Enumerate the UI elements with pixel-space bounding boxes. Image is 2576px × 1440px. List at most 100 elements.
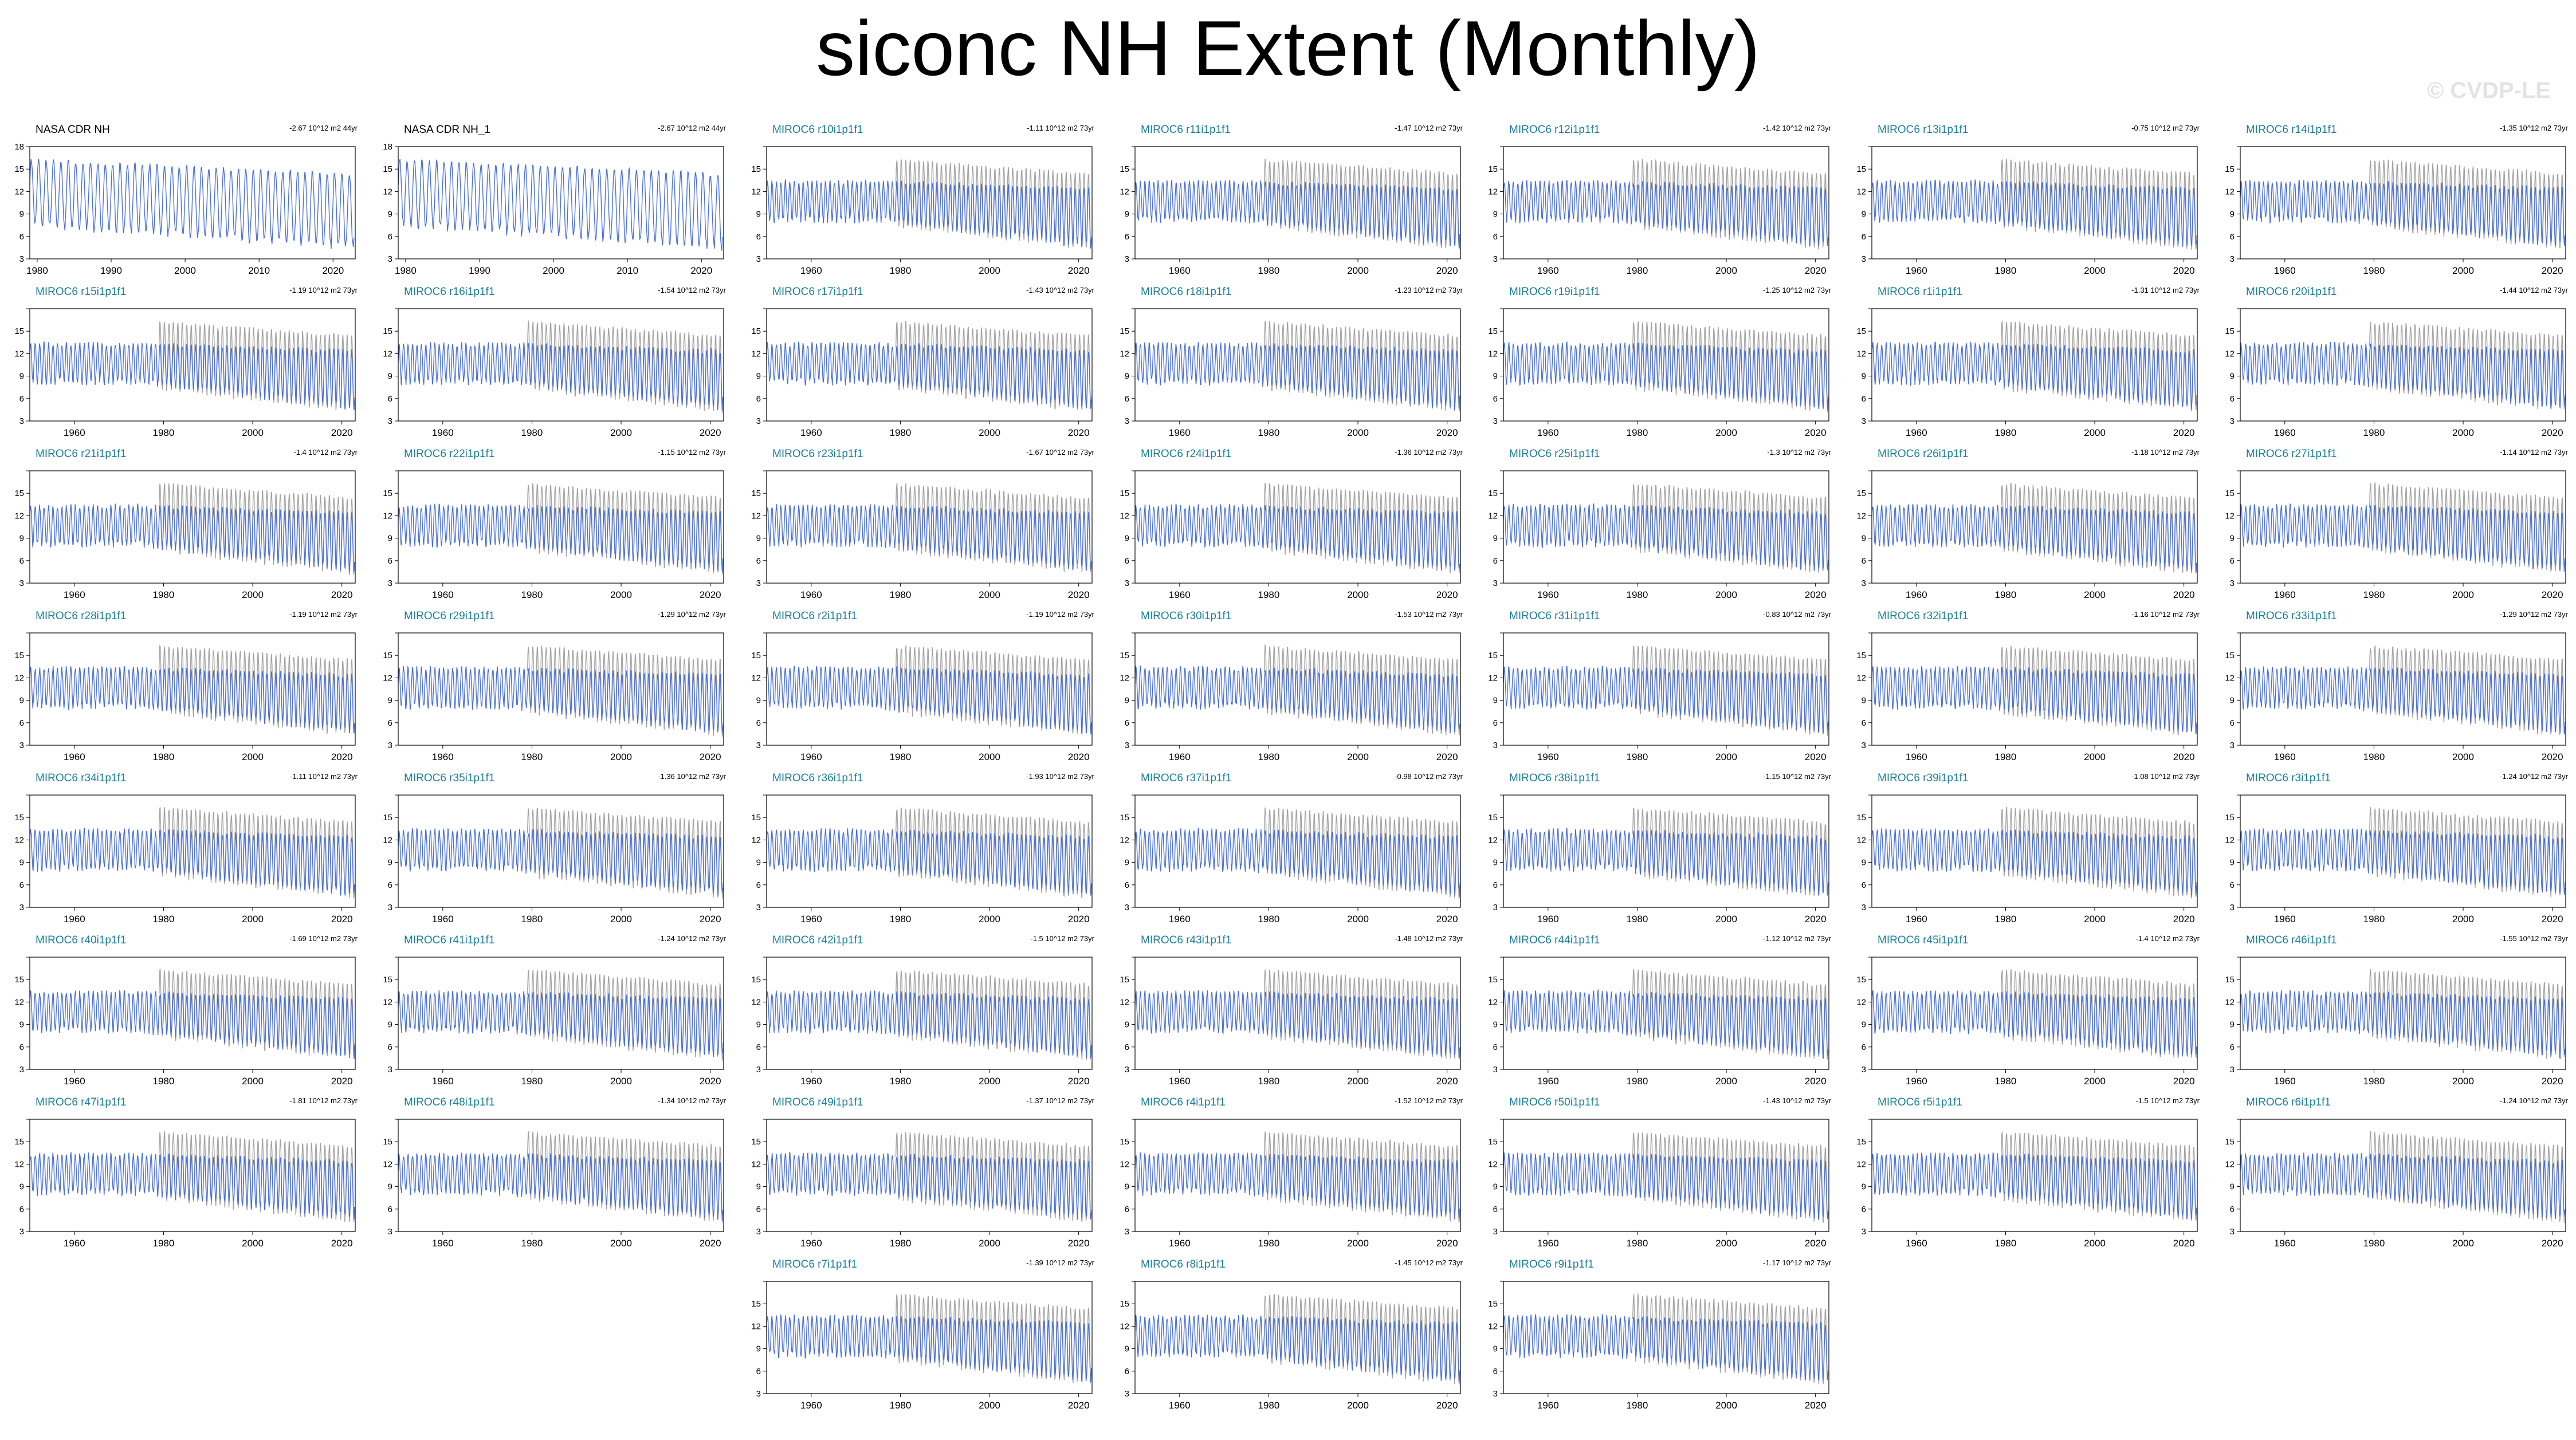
y-tick-label: 15 <box>751 326 761 336</box>
y-tick-label: 6 <box>756 718 761 728</box>
y-tick-label: 12 <box>2225 349 2235 359</box>
chart-panel: MIROC6 r21i1p1f1 -1.4 10^12 m2 73yr 3 6 9 12 1… <box>7 444 362 605</box>
chart-panel: MIROC6 r25i1p1f1 -1.3 10^12 m2 73yr 3 6 9 12 1… <box>1481 444 1836 605</box>
panel-title: MIROC6 r33i1p1f1 <box>2246 610 2337 622</box>
y-tick-label: 3 <box>756 903 761 912</box>
y-tick-label: 12 <box>383 835 392 845</box>
y-tick-label: 6 <box>756 880 761 890</box>
x-tick-label: 1960 <box>1537 752 1559 762</box>
panel-title: MIROC6 r35i1p1f1 <box>404 772 495 784</box>
chart-panel: MIROC6 r38i1p1f1 -1.15 10^12 m2 73yr 3 6 9 12… <box>1481 769 1836 929</box>
y-tick-label: 15 <box>1120 489 1129 498</box>
y-tick-label: 12 <box>14 187 24 196</box>
panel-plot: 3 6 9 12 15 1960 1980 2000 2020 <box>1488 1119 1829 1249</box>
plot-frame <box>766 794 1093 908</box>
y-tick-label: 9 <box>1125 372 1129 381</box>
plot-frame <box>2240 632 2566 746</box>
plot-frame <box>1134 470 1461 584</box>
y-tick-label: 12 <box>751 187 761 196</box>
x-tick-label: 1980 <box>521 1076 543 1087</box>
y-tick-label: 15 <box>2225 651 2235 660</box>
y-tick-label: 12 <box>1488 673 1498 683</box>
y-tick-label: 9 <box>1862 696 1866 706</box>
model-series-line <box>398 503 724 573</box>
panel-plot: 3 6 9 12 15 1960 1980 2000 2020 <box>751 470 1093 600</box>
chart-panel: MIROC6 r23i1p1f1 -1.67 10^12 m2 73yr 3 6 9 12… <box>744 444 1099 605</box>
chart-panel: MIROC6 r28i1p1f1 -1.19 10^12 m2 73yr 3 6 9 12… <box>7 607 362 767</box>
x-tick-label: 1980 <box>1995 265 2017 276</box>
y-tick-label: 3 <box>1862 741 1866 750</box>
obs-series-line <box>895 645 1092 735</box>
y-tick-label: 6 <box>388 718 392 728</box>
panel-title: MIROC6 r10i1p1f1 <box>772 124 863 136</box>
panel-trend: -1.18 10^12 m2 73yr <box>2131 448 2200 457</box>
y-tick-label: 6 <box>1862 394 1866 404</box>
chart-panel: MIROC6 r10i1p1f1 -1.11 10^12 m2 73yr 3 6 9 12… <box>744 120 1099 281</box>
panel-title: MIROC6 r48i1p1f1 <box>404 1096 495 1108</box>
y-tick-label: 6 <box>1125 1042 1129 1052</box>
panel-trend: -1.5 10^12 m2 73yr <box>1030 934 1094 943</box>
x-tick-label: 2020 <box>700 914 721 924</box>
plot-frame <box>1134 146 1461 259</box>
plot-frame <box>1871 146 2198 259</box>
y-tick-label: 3 <box>1862 579 1866 588</box>
panel-trend: -1.24 10^12 m2 73yr <box>2500 1096 2568 1105</box>
y-tick-label: 12 <box>2225 835 2235 845</box>
y-tick-label: 12 <box>1120 349 1129 359</box>
panel-trend: -1.42 10^12 m2 73yr <box>1763 124 1831 132</box>
y-tick-label: 15 <box>1488 1299 1498 1309</box>
chart-panel: NASA CDR NH -2.67 10^12 m2 44yr 3 6 9 12 15 18 1… <box>7 120 362 281</box>
x-tick-label: 2000 <box>2452 589 2474 600</box>
y-tick-label: 15 <box>1120 813 1129 823</box>
chart-panel: MIROC6 r41i1p1f1 -1.24 10^12 m2 73yr 3 6 9 12… <box>375 931 731 1091</box>
y-tick-label: 6 <box>19 394 24 404</box>
y-tick-label: 3 <box>1125 416 1129 426</box>
panel-plot: 3 6 9 12 15 1960 1980 2000 2020 <box>383 1119 724 1249</box>
plot-frame <box>398 632 724 746</box>
obs-series-line <box>1263 159 1460 250</box>
panel-trend: -1.14 10^12 m2 73yr <box>2500 448 2568 457</box>
y-tick-label: 3 <box>2230 903 2235 912</box>
panel-plot: 3 6 9 12 15 1960 1980 2000 2020 <box>383 957 724 1087</box>
x-tick-label: 2020 <box>1805 1076 1827 1087</box>
y-tick-label: 12 <box>751 349 761 359</box>
x-tick-label: 1980 <box>1258 1400 1280 1411</box>
plot-frame <box>1871 308 2198 422</box>
model-series-line <box>1134 179 1460 249</box>
x-tick-label: 2000 <box>1347 1076 1369 1087</box>
x-tick-label: 2020 <box>1436 914 1458 924</box>
y-tick-label: 15 <box>1856 326 1866 336</box>
y-tick-label: 9 <box>388 372 392 381</box>
x-tick-label: 1980 <box>395 265 417 276</box>
y-tick-label: 12 <box>1488 1159 1498 1169</box>
panel-title: MIROC6 r22i1p1f1 <box>404 448 495 460</box>
panel-title: MIROC6 r32i1p1f1 <box>1878 610 1969 622</box>
y-tick-label: 9 <box>756 1182 761 1192</box>
y-tick-label: 3 <box>388 254 392 264</box>
model-series-line <box>398 990 724 1057</box>
y-tick-label: 6 <box>1125 556 1129 566</box>
y-tick-label: 6 <box>2230 718 2235 728</box>
x-tick-label: 2000 <box>610 914 632 924</box>
plot-frame <box>398 470 724 584</box>
model-series-line <box>1871 828 2197 896</box>
y-tick-label: 3 <box>1125 903 1129 912</box>
y-tick-label: 3 <box>1862 254 1866 264</box>
plot-frame <box>1503 308 1829 422</box>
model-series-line <box>1871 1152 2197 1219</box>
panel-title: MIROC6 r19i1p1f1 <box>1509 286 1600 298</box>
panel-plot: 3 6 9 12 15 1960 1980 2000 2020 <box>1488 794 1829 924</box>
plot-frame <box>1134 957 1461 1070</box>
y-tick-label: 6 <box>756 1367 761 1376</box>
model-series-line <box>29 666 355 733</box>
x-tick-label: 2020 <box>1068 1238 1090 1249</box>
obs-series-line <box>158 969 355 1057</box>
plot-frame <box>1503 146 1829 259</box>
x-tick-label: 2020 <box>2173 752 2195 762</box>
panel-plot: 3 6 9 12 15 1960 1980 2000 2020 <box>1856 632 2198 762</box>
x-tick-label: 1960 <box>2274 589 2296 600</box>
chart-panel: MIROC6 r7i1p1f1 -1.39 10^12 m2 73yr 3 6 9 12 1… <box>744 1255 1099 1415</box>
y-tick-label: 3 <box>1125 1227 1129 1237</box>
y-tick-label: 3 <box>2230 741 2235 750</box>
panel-trend: -1.24 10^12 m2 73yr <box>2500 772 2568 781</box>
